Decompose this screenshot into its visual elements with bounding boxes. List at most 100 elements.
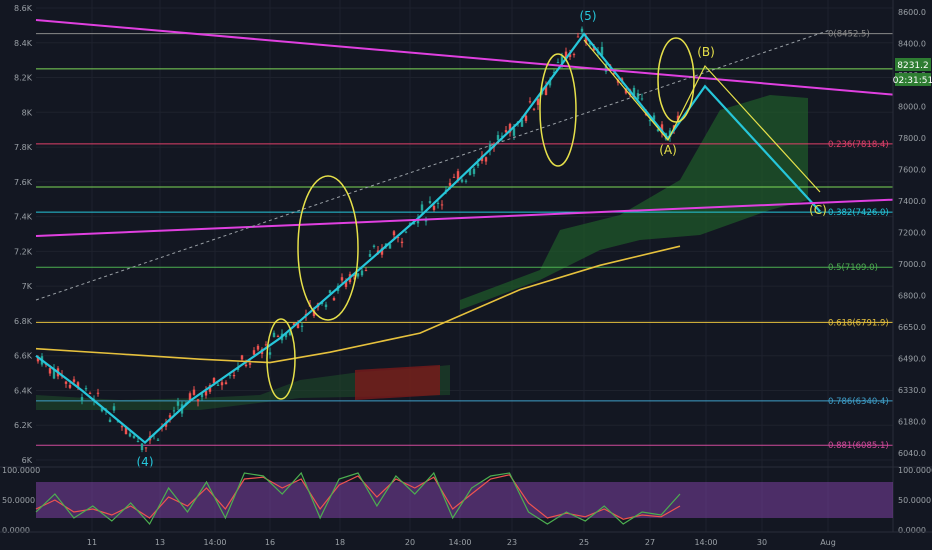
fib-labels: 0(8452.5) 0.236(7818.4) 0.382(7426.0) 0.5(7…: [828, 30, 889, 452]
candle-body: [164, 423, 168, 427]
right-tick-label: 6330.0: [898, 386, 926, 395]
candle-body: [612, 73, 616, 75]
left-tick-label: 7.4K: [14, 213, 33, 222]
right-tick-label: 7000.0: [898, 260, 926, 269]
candle-body: [564, 51, 568, 60]
x-tick-label: 16: [265, 538, 275, 547]
wave-label: (B): [697, 45, 715, 59]
candle-body: [212, 378, 216, 384]
candle-body: [256, 345, 260, 350]
candle-body: [556, 62, 560, 64]
left-axis: 8.6K 8.4K 8.2K 8K 7.8K 7.6K 7.4K 7.2K 7K 6.8K 6.6K…: [14, 4, 33, 465]
candle-body: [296, 323, 300, 329]
fib-label: 0.881(6085.1): [828, 441, 889, 451]
left-tick-label: 6.4K: [14, 386, 33, 395]
candle-body: [660, 124, 664, 134]
right-tick-label: 8600.0: [898, 8, 926, 17]
candle-body: [176, 401, 180, 406]
candle-body: [132, 435, 136, 439]
candle-body: [292, 323, 296, 326]
highlight-ellipse-3: [539, 53, 577, 167]
fib-label: 0.5(7109.0): [828, 263, 878, 273]
countdown-tag: 02:31:51: [893, 73, 932, 86]
candle-body: [452, 176, 456, 178]
x-tick-label: 11: [87, 538, 97, 547]
fib-label: 0.618(6791.9): [828, 318, 889, 328]
osc-tick-label: 0.0000: [898, 526, 926, 535]
candle-body: [460, 179, 464, 182]
x-tick-label: 14:00: [448, 538, 471, 547]
x-tick-label: 30: [757, 538, 767, 547]
osc-tick-label-left: 100.0000: [2, 466, 40, 475]
candle-body: [124, 427, 128, 435]
candle-body: [360, 270, 364, 276]
candle-body: [428, 201, 432, 204]
candle-body: [64, 381, 68, 384]
left-tick-label: 6.6K: [14, 352, 33, 361]
x-tick-label: 25: [579, 538, 589, 547]
left-tick-label: 6K: [22, 456, 33, 465]
wave-labels: (4) (5) (A) (B) (C): [137, 9, 827, 469]
candle-body: [196, 399, 200, 402]
x-tick-label: 18: [335, 538, 345, 547]
candle-body: [572, 54, 576, 56]
candle-body: [548, 80, 552, 86]
candle-body: [192, 389, 196, 395]
candle-body: [392, 231, 396, 236]
candle-body: [472, 168, 476, 174]
candle-body: [216, 384, 220, 386]
candle-body: [600, 46, 604, 56]
candle-body: [144, 447, 148, 449]
x-tick-label: 20: [405, 538, 415, 547]
left-tick-label: 7K: [22, 282, 33, 291]
candle-body: [604, 63, 608, 72]
candle-body: [504, 130, 508, 133]
candle-body: [168, 415, 172, 418]
candle-body: [48, 368, 52, 374]
right-tick-label: 6800.0: [898, 292, 926, 301]
left-tick-label: 7.8K: [14, 143, 33, 152]
cloud-red: [355, 365, 440, 400]
candle-body: [464, 180, 468, 182]
highlight-ellipse-4: [657, 37, 695, 123]
candle-body: [120, 426, 124, 428]
x-axis: 11 13 14:00 16 18 20 14:00 23 25 27 14:00 30 Aug: [87, 538, 836, 547]
candle-body: [652, 115, 656, 120]
candle-body: [80, 397, 84, 401]
series-line: [35, 245, 681, 364]
candle-body: [512, 128, 516, 136]
candle-body: [264, 344, 268, 346]
highlight-ellipse-2: [297, 175, 359, 321]
osc-tick-label-left: 0.0000: [2, 526, 30, 535]
candle-body: [560, 56, 564, 64]
candle-body: [96, 392, 100, 394]
trendline-top-magenta: [35, 19, 932, 99]
candle-body: [88, 392, 92, 394]
candle-body: [72, 379, 76, 382]
candle-body: [116, 421, 120, 423]
candle-body: [532, 108, 536, 110]
candle-body: [488, 144, 492, 151]
candle-body: [112, 406, 116, 411]
osc-tick-label: 50.0000: [898, 496, 931, 505]
right-tick-label: 6650.0: [898, 323, 926, 332]
x-tick-label: 14:00: [694, 538, 717, 547]
candle-body: [188, 393, 192, 401]
candle-body: [576, 36, 580, 38]
main-pane: (4) (5) (A) (B) (C) 0(8452.5) 0.236(7818.4) 0.…: [35, 0, 932, 532]
left-tick-label: 8.4K: [14, 39, 33, 48]
candle-body: [284, 332, 288, 338]
left-tick-label: 7.6K: [14, 178, 33, 187]
right-tick-label: 7200.0: [898, 229, 926, 238]
candle-body: [272, 332, 276, 338]
candle-body: [372, 245, 376, 248]
candle-body: [156, 439, 160, 441]
fib-label: 0.786(6340.4): [828, 397, 889, 407]
fib-label: 0(8452.5): [828, 30, 870, 40]
candle-body: [544, 85, 548, 95]
candle-body: [584, 37, 588, 44]
candle-body: [404, 231, 408, 233]
fib-levels: [36, 33, 893, 446]
candle-body: [432, 205, 436, 210]
